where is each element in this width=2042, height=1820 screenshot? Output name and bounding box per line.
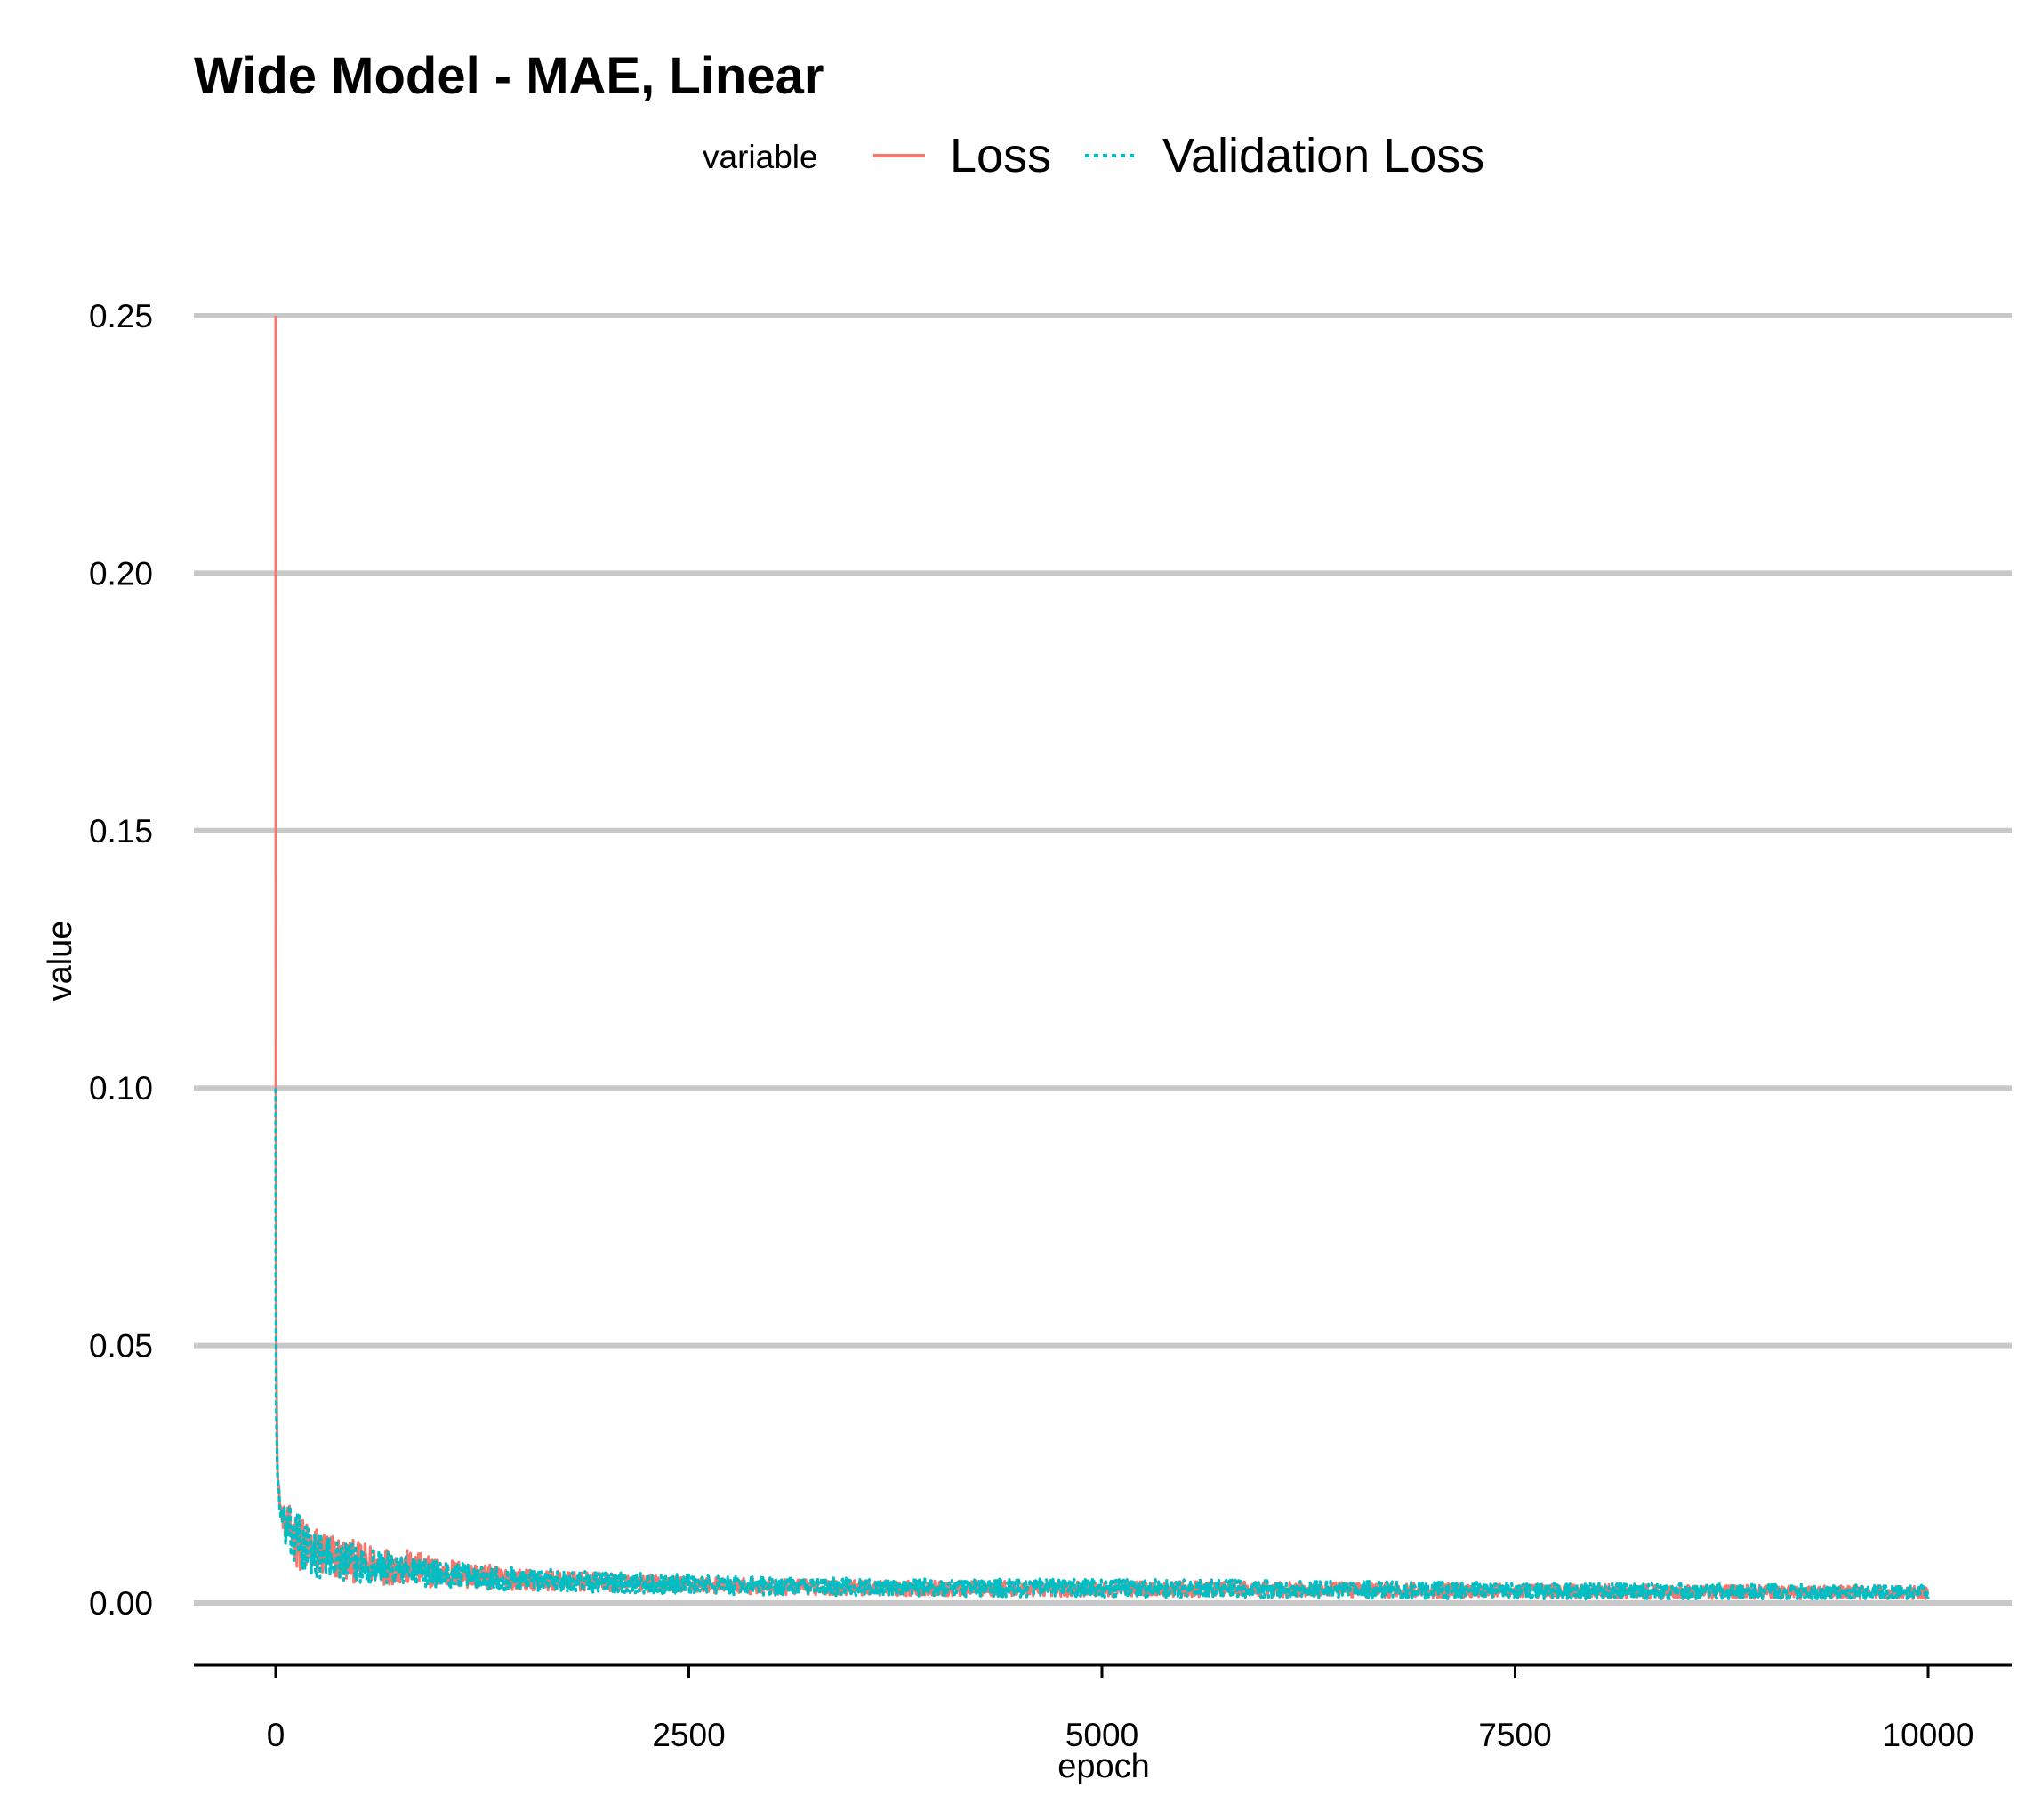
y-tick-label: 0.20 [89,555,153,592]
legend-title: variable [703,139,818,175]
legend: variable Loss Validation Loss [703,129,1484,182]
y-tick-label: 0.10 [89,1070,153,1107]
y-tick-label: 0.15 [89,813,153,850]
x-axis-label: epoch [1057,1748,1150,1785]
legend-label-loss: Loss [950,129,1051,182]
y-tick-label: 0.00 [89,1585,153,1622]
chart-title: Wide Model - MAE, Linear [194,47,824,105]
axes: 0 2500 5000 7500 10000 [194,1663,2012,1753]
x-tick-label: 5000 [1065,1717,1138,1753]
y-tick-label: 0.05 [89,1328,153,1365]
legend-label-validation-loss: Validation Loss [1162,129,1484,182]
y-tick-label: 0.25 [89,298,153,334]
x-tick-label: 10000 [1883,1717,1974,1753]
grid: 0.00 0.05 0.10 0.15 0.20 0.25 [89,298,2012,1622]
x-tick-label: 7500 [1478,1717,1551,1753]
series-line-loss [274,315,1930,1600]
x-tick-label: 0 [267,1717,285,1753]
plot-data [274,315,1930,1600]
x-tick-label: 2500 [652,1717,725,1753]
y-axis-label: value [42,921,79,1002]
series-line-validation-loss [274,1088,1930,1600]
